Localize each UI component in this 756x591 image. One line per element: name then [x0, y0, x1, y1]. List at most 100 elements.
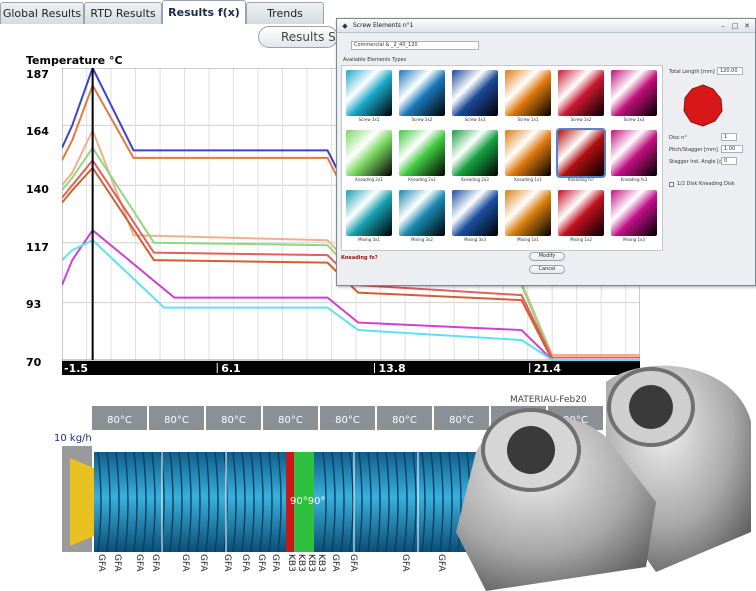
material-label: MATERIAU-Feb20 [510, 395, 587, 405]
screw-flight [439, 451, 444, 552]
barrel-zone[interactable]: 80°C [434, 406, 489, 430]
screw-flight [268, 451, 273, 552]
commercial-name-field[interactable]: Commercial & _2_40_120 [351, 41, 479, 50]
minimize-icon[interactable]: – [721, 22, 725, 30]
element-tile[interactable] [346, 70, 392, 116]
screw-flight [259, 451, 264, 552]
screw-flight [448, 451, 453, 552]
element-tile[interactable] [399, 70, 445, 116]
screw-flight [187, 451, 192, 552]
total-length-field[interactable]: 120.00 [717, 67, 743, 75]
screw-flight [340, 451, 345, 552]
tab-results-fx[interactable]: Results f(x) [162, 0, 246, 24]
screw-element-label: KB3 [316, 554, 326, 572]
element-tile[interactable] [452, 190, 498, 236]
app-icon: ◆ [342, 22, 348, 30]
plot-frame [62, 68, 640, 361]
series-line-7 [62, 239, 640, 361]
element-tile[interactable] [346, 130, 392, 176]
screw-element-label: GFA [400, 554, 410, 572]
results-tab-bar: Global Results RTD Results Results f(x) … [0, 0, 336, 24]
element-caption: Kneading 2x2 [408, 177, 436, 182]
element-tile[interactable] [399, 190, 445, 236]
series-line-3 [62, 146, 640, 359]
center-label: 90°90° [290, 496, 325, 507]
screw-flight [430, 451, 435, 552]
close-icon[interactable]: ✕ [744, 22, 750, 30]
disc-field[interactable]: 1 [721, 133, 737, 141]
element-tile[interactable] [346, 190, 392, 236]
screw-flight [277, 451, 282, 552]
ytick-label: 70 [26, 356, 42, 369]
element-tile[interactable] [452, 70, 498, 116]
element-caption: Mixing 3x2 [411, 237, 433, 242]
screw-flight [142, 451, 147, 552]
screw-profile: 90°90° [62, 446, 482, 552]
element-caption: Kneading 2x1 [355, 177, 383, 182]
element-tile[interactable] [505, 70, 551, 116]
results-selector-button[interactable]: Results Se [258, 26, 338, 48]
tab-trends[interactable]: Trends [246, 2, 324, 24]
screw-flight [232, 451, 237, 552]
screw-flight [412, 451, 417, 552]
ytick-label: 117 [26, 241, 49, 254]
screw-element-photo [456, 365, 751, 591]
tab-rtd-results[interactable]: RTD Results [84, 2, 162, 24]
screw-flight [196, 451, 201, 552]
tab-global-results[interactable]: Global Results [0, 2, 84, 24]
x-tick-label: 13.8 [378, 362, 405, 375]
screw-element-label: GFA [180, 554, 190, 572]
screw-flight [205, 451, 210, 552]
modify-button[interactable]: Modify [529, 252, 565, 261]
screw-flight [151, 451, 156, 552]
screw-element-label: KB3 [296, 554, 306, 572]
screw-element-label: GFA [198, 554, 208, 572]
element-tile[interactable] [505, 190, 551, 236]
barrel-zone[interactable]: 80°C [92, 406, 147, 430]
screw-element-label: GFA [256, 554, 266, 572]
screw-flight [358, 451, 363, 552]
element-tile[interactable] [611, 130, 657, 176]
half-disk-label: 1/2 Disk Kneading Disk [677, 181, 735, 187]
screw-flight [385, 451, 390, 552]
screw-flight [394, 451, 399, 552]
screw-flight [376, 451, 381, 552]
disc-label: Disc n° [669, 135, 687, 141]
half-disk-checkbox[interactable] [669, 182, 674, 187]
feed-zone [70, 458, 94, 546]
element-tile[interactable] [558, 190, 604, 236]
element-caption: Screw 3x3 [464, 117, 486, 122]
element-tile[interactable] [399, 130, 445, 176]
screw-element-label: GFA [134, 554, 144, 572]
screw-element-label: KB3 [306, 554, 316, 572]
barrel-zone[interactable]: 80°C [320, 406, 375, 430]
screw-element-label: GFA [270, 554, 280, 572]
element-tile[interactable] [452, 130, 498, 176]
element-tile[interactable] [558, 70, 604, 116]
element-caption: Screw 1x1 [517, 117, 539, 122]
pitch-field[interactable]: 1.00 [721, 145, 743, 153]
stagger-field[interactable]: 0 [721, 157, 737, 165]
barrel-zone[interactable]: 80°C [206, 406, 261, 430]
barrel-zone[interactable]: 80°C [149, 406, 204, 430]
x-axis-bar [62, 361, 640, 375]
barrel-zone[interactable]: 80°C [263, 406, 318, 430]
series-line-6 [62, 228, 640, 361]
kneading-block-red [286, 452, 294, 552]
element-tile[interactable] [505, 130, 551, 176]
screw-flight [115, 451, 120, 552]
screw-element-label: GFA [222, 554, 232, 572]
element-preview [683, 84, 723, 127]
element-tile[interactable] [611, 70, 657, 116]
barrel-zone[interactable]: 80°C [377, 406, 432, 430]
cancel-button[interactable]: Cancel [529, 265, 565, 274]
element-caption: Mixing 1x1 [517, 237, 539, 242]
series-line-5 [62, 166, 640, 361]
element-tile[interactable] [611, 190, 657, 236]
screw-flight [169, 451, 174, 552]
element-tile[interactable] [556, 128, 606, 178]
screw-flight [367, 451, 372, 552]
maximize-icon[interactable]: □ [731, 22, 739, 30]
screw-flight [124, 451, 129, 552]
element-caption: Screw 3x2 [411, 117, 433, 122]
